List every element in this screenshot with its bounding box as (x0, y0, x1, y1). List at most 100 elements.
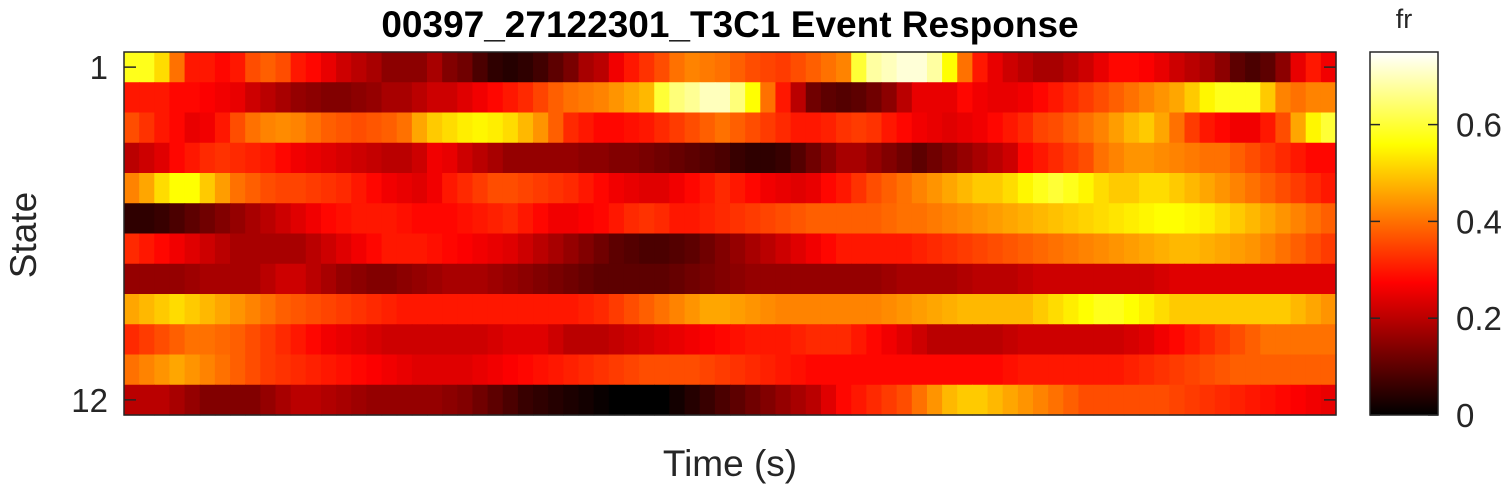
heatmap-cell (260, 384, 277, 416)
heatmap-cell (1139, 233, 1155, 265)
heatmap-cell (230, 142, 246, 174)
heatmap-cell (124, 142, 140, 174)
heatmap-cell (1229, 112, 1246, 144)
heatmap-cell (730, 263, 746, 295)
heatmap-cell (623, 324, 640, 356)
heatmap-cell (714, 354, 731, 386)
heatmap-cell (987, 384, 1004, 416)
heatmap-cell (1245, 324, 1261, 356)
heatmap-cell (305, 82, 322, 114)
heatmap-cell (1320, 263, 1337, 295)
heatmap-cell (290, 142, 307, 174)
heatmap-cell (517, 52, 534, 83)
heatmap-cell (1260, 233, 1276, 265)
heatmap-cell (1320, 294, 1337, 325)
heatmap-cell (730, 294, 746, 325)
heatmap-cell (245, 173, 261, 204)
heatmap-cell (790, 173, 807, 204)
heatmap-cell (1154, 384, 1170, 416)
heatmap-cell (275, 294, 292, 325)
heatmap-cell (1229, 324, 1246, 356)
heatmap-cell (427, 203, 443, 235)
heatmap-cell (1048, 354, 1064, 386)
heatmap-cell (987, 233, 1004, 265)
heatmap-cell (411, 112, 428, 144)
heatmap-cell (896, 263, 913, 295)
heatmap-cell (290, 294, 307, 325)
heatmap-cell (639, 384, 655, 416)
heatmap-cell (442, 324, 458, 356)
heatmap-cell (896, 354, 913, 386)
heatmap-cell (457, 324, 474, 356)
heatmap-cell (896, 112, 913, 144)
heatmap-cell (1214, 52, 1231, 83)
heatmap-cell (1123, 294, 1140, 325)
heatmap-cell (457, 384, 474, 416)
heatmap-cell (1063, 384, 1080, 416)
heatmap-cell (730, 82, 746, 114)
heatmap-cell (305, 384, 322, 416)
heatmap-cell (1123, 112, 1140, 144)
heatmap-cell (517, 82, 534, 114)
heatmap-cell (381, 384, 398, 416)
heatmap-cell (669, 173, 686, 204)
heatmap-cell (578, 294, 595, 325)
colorbar-tick-label: 0.6 (1456, 107, 1502, 144)
heatmap-cell (1002, 203, 1019, 235)
heatmap-cell (381, 203, 398, 235)
heatmap-cell (578, 82, 595, 114)
heatmap-cells (124, 52, 1337, 416)
heatmap-cell (305, 324, 322, 356)
heatmap-cell (1260, 52, 1276, 83)
heatmap-cell (139, 142, 155, 174)
heatmap-cell (760, 112, 777, 144)
heatmap-cell (911, 112, 928, 144)
heatmap-cell (957, 294, 973, 325)
heatmap-cell (1199, 112, 1216, 144)
heatmap-cell (427, 324, 443, 356)
heatmap-cell (1305, 173, 1322, 204)
heatmap-cell (275, 112, 292, 144)
heatmap-cell (881, 324, 898, 356)
heatmap-cell (139, 52, 155, 83)
heatmap-cell (320, 203, 337, 235)
heatmap-cell (926, 173, 943, 204)
heatmap-cell (442, 142, 458, 174)
heatmap-cell (1123, 233, 1140, 265)
heatmap-cell (487, 112, 504, 144)
heatmap-cell (1290, 173, 1307, 204)
heatmap-cell (305, 354, 322, 386)
heatmap-cell (1154, 52, 1170, 83)
heatmap-cell (260, 354, 277, 386)
heatmap-cell (230, 52, 246, 83)
heatmap-cell (517, 142, 534, 174)
heatmap-cell (623, 354, 640, 386)
heatmap-cell (457, 82, 474, 114)
heatmap-cell (866, 263, 883, 295)
heatmap-cell (851, 203, 867, 235)
heatmap-cell (866, 324, 883, 356)
heatmap-cell (881, 173, 898, 204)
heatmap-cell (1290, 112, 1307, 144)
heatmap-cell (1245, 203, 1261, 235)
heatmap-cell (472, 354, 489, 386)
heatmap-cell (1260, 384, 1276, 416)
heatmap-cell (1033, 203, 1049, 235)
heatmap-cell (820, 52, 837, 83)
heatmap-cell (381, 263, 398, 295)
heatmap-cell (427, 233, 443, 265)
heatmap-cell (154, 354, 171, 386)
heatmap-cell (533, 203, 549, 235)
heatmap-cell (199, 263, 216, 295)
heatmap-cell (820, 112, 837, 144)
heatmap-cell (836, 173, 852, 204)
heatmap-cell (1002, 233, 1019, 265)
heatmap-cell (745, 173, 761, 204)
heatmap-cell (820, 203, 837, 235)
heatmap-cell (911, 263, 928, 295)
y-tick-label: 1 (90, 49, 108, 86)
heatmap-cell (381, 233, 398, 265)
heatmap-cell (214, 354, 231, 386)
heatmap-cell (760, 294, 777, 325)
heatmap-cell (730, 324, 746, 356)
